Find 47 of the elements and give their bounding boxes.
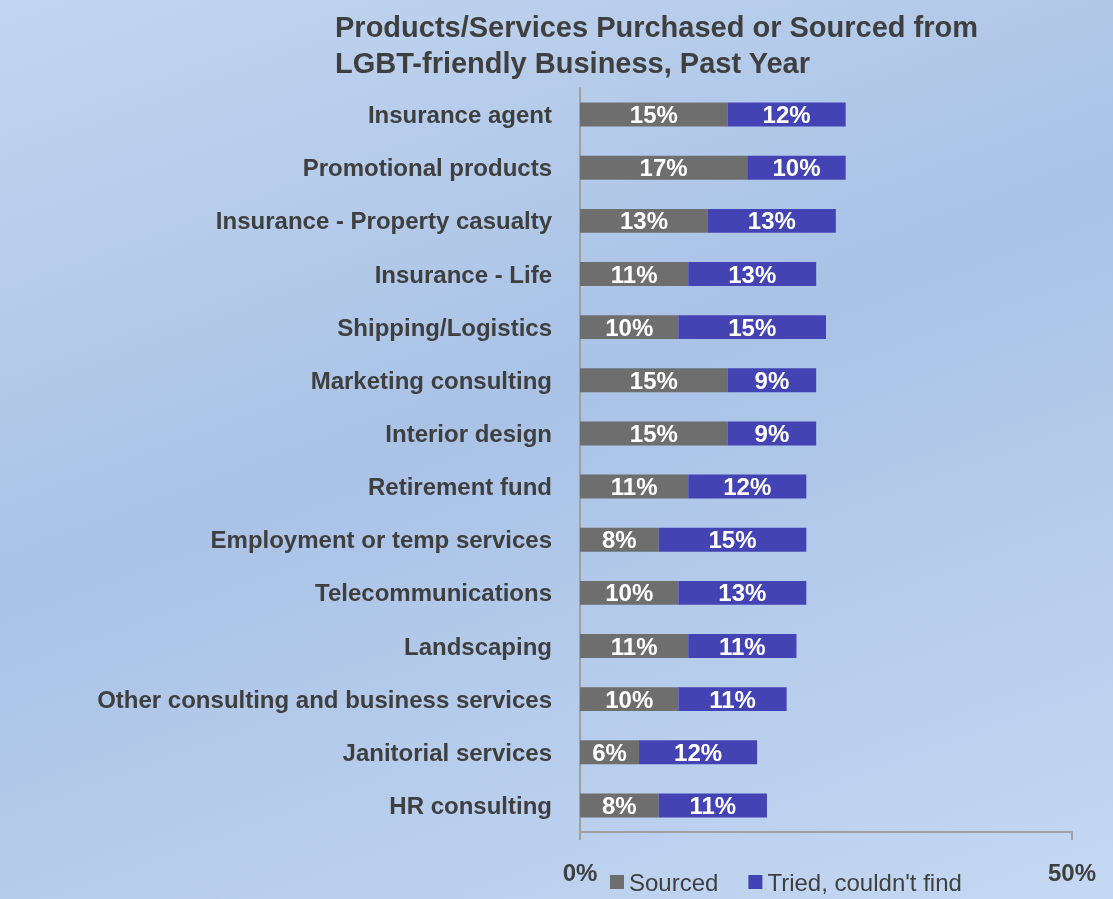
data-label: 13% — [728, 260, 777, 288]
data-label: 11% — [689, 791, 737, 819]
y-tick-label: Employment or temp services — [210, 526, 552, 554]
data-label: 12% — [762, 101, 811, 129]
data-label: 15% — [708, 526, 757, 554]
data-label: 8% — [602, 526, 637, 554]
y-tick-label: Interior design — [385, 419, 552, 447]
data-label: 15% — [629, 101, 678, 129]
data-label: 9% — [754, 419, 790, 447]
x-tick-label: 0% — [562, 858, 598, 886]
data-label: 10% — [605, 313, 654, 341]
data-label: 11% — [610, 632, 658, 660]
data-label: 8% — [602, 791, 637, 819]
y-tick-label: HR consulting — [389, 791, 552, 819]
y-tick-label: Janitorial services — [342, 738, 552, 766]
data-label: 12% — [674, 738, 723, 766]
data-label: 13% — [718, 579, 767, 607]
data-label: 13% — [619, 207, 668, 235]
data-label: 15% — [629, 419, 678, 447]
legend-label: Tried, couldn't find — [767, 868, 962, 896]
legend-label: Sourced — [629, 868, 719, 896]
y-tick-label: Retirement fund — [367, 473, 552, 501]
data-label: 11% — [709, 685, 756, 713]
y-tick-label: Marketing consulting — [310, 366, 552, 394]
data-label: 9% — [754, 366, 790, 394]
y-tick-label: Landscaping — [403, 632, 552, 660]
chart-title: Products/Services Purchased or Sourced from LGBT-friendly Business, Past Year — [335, 11, 987, 79]
y-tick-label: Other consulting and business services — [97, 685, 552, 713]
data-label: 11% — [719, 632, 766, 660]
data-label: 12% — [723, 473, 772, 501]
data-label: 13% — [747, 207, 796, 235]
data-label: 17% — [639, 154, 688, 182]
x-tick-label: 50% — [1047, 858, 1097, 886]
data-label: 11% — [610, 473, 658, 501]
y-tick-label: Promotional products — [302, 154, 552, 182]
y-tick-label: Insurance agent — [367, 101, 552, 129]
y-tick-label: Insurance - Property casualty — [215, 207, 553, 235]
y-tick-label: Telecommunications — [315, 579, 552, 607]
data-label: 10% — [605, 685, 654, 713]
data-label: 15% — [728, 313, 777, 341]
data-label: 6% — [592, 738, 627, 766]
y-tick-label: Shipping/Logistics — [337, 313, 552, 341]
data-label: 10% — [772, 154, 821, 182]
y-tick-label: Insurance - Life — [374, 260, 552, 288]
data-label: 15% — [629, 366, 678, 394]
data-label: 11% — [610, 260, 658, 288]
data-label: 10% — [605, 579, 654, 607]
